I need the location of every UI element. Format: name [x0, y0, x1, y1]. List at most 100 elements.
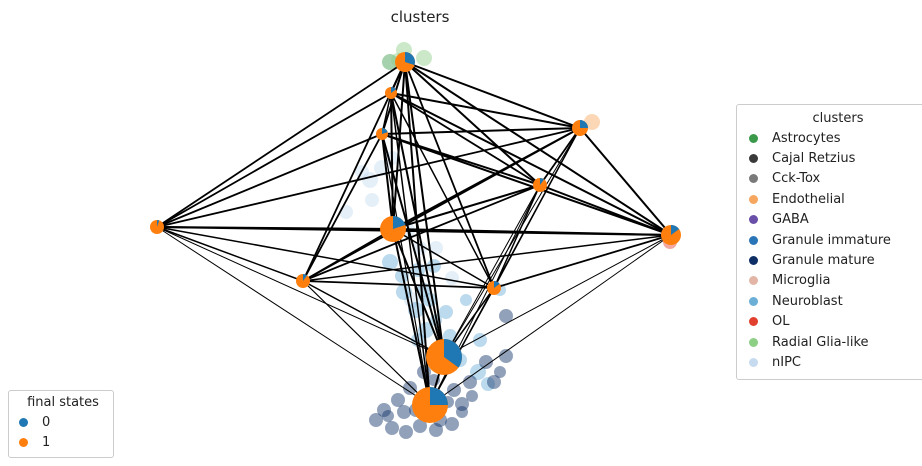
- cluster-node: [385, 87, 397, 99]
- graph-edge: [156, 226, 431, 406]
- graph-edge: [302, 184, 541, 282]
- clusters-legend-label: OL: [772, 314, 790, 330]
- cell-point: [479, 355, 493, 369]
- graph-edge: [390, 92, 672, 236]
- graph-edge: [156, 226, 445, 358]
- graph-edge: [390, 92, 394, 230]
- cluster-node: [572, 120, 588, 136]
- graph-edge: [381, 133, 431, 406]
- clusters-legend-label: Granule immature: [772, 232, 891, 248]
- clusters-legend-label: nIPC: [772, 354, 801, 370]
- node-state-0-slice: [430, 387, 448, 405]
- graph-edge: [404, 61, 495, 289]
- graph-edge: [156, 61, 406, 228]
- cell-point: [397, 405, 411, 419]
- cell-point: [418, 322, 434, 338]
- cell-point: [429, 423, 443, 437]
- graph-edge: [381, 127, 581, 135]
- graph-edge: [404, 61, 445, 358]
- cell-point: [416, 50, 432, 66]
- cell-point: [487, 375, 501, 389]
- states-legend-label: 1: [42, 435, 51, 451]
- cluster-node: [395, 52, 415, 72]
- node-state-0-slice: [444, 339, 463, 368]
- graph-edge: [156, 92, 392, 228]
- clusters-legend-item: Astrocytes: [749, 128, 922, 148]
- clusters-legend-item: Radial Glia-like: [749, 332, 922, 352]
- graph-edge: [392, 61, 406, 230]
- states-legend-swatch: [19, 438, 28, 448]
- graph-edge: [302, 127, 581, 282]
- cluster-nodes: [150, 52, 681, 423]
- final-states-legend: final states 0 1: [8, 390, 114, 458]
- graph-edge: [404, 61, 581, 129]
- cell-point: [382, 254, 398, 270]
- cell-point: [369, 413, 383, 427]
- clusters-legend-label: Radial Glia-like: [772, 334, 869, 350]
- cluster-node: [487, 281, 501, 295]
- graph-edge: [390, 92, 541, 186]
- clusters-legend-swatch: [749, 276, 758, 286]
- cell-point: [382, 54, 398, 70]
- clusters-legend-label: Neuroblast: [772, 293, 843, 309]
- final-states-legend-title: final states: [27, 395, 99, 410]
- states-legend-label: 0: [42, 414, 51, 430]
- graph-edge: [302, 280, 445, 358]
- graph-edge: [302, 61, 406, 282]
- graph-edge: [443, 234, 672, 358]
- clusters-legend-label: Granule mature: [772, 253, 875, 269]
- graph-edge: [156, 226, 304, 282]
- clusters-legend-label: Endothelial: [772, 191, 845, 207]
- graph-edge: [429, 234, 672, 406]
- clusters-legend-swatch: [749, 357, 758, 367]
- cell-point: [447, 383, 461, 397]
- clusters-legend-item: Granule immature: [749, 230, 922, 250]
- clusters-legend-item: Neuroblast: [749, 291, 922, 311]
- clusters-legend-title: clusters: [812, 111, 864, 126]
- cell-point: [439, 305, 453, 319]
- cell-point: [399, 425, 413, 439]
- clusters-legend-swatch: [749, 296, 758, 306]
- node-state-0-slice: [671, 225, 680, 235]
- cell-point: [445, 271, 459, 285]
- clusters-legend-item: Microglia: [749, 271, 922, 291]
- graph-edge: [381, 133, 672, 236]
- plot-title: clusters: [391, 8, 450, 26]
- cluster-node: [380, 216, 406, 242]
- cell-point: [455, 397, 469, 411]
- clusters-legend-item: Cajal Retzius: [749, 148, 922, 168]
- clusters-legend-item: nIPC: [749, 352, 922, 372]
- cell-point: [413, 419, 427, 433]
- cell-point: [391, 393, 405, 407]
- cell-point: [445, 417, 459, 431]
- clusters-legend-swatch: [749, 174, 758, 184]
- graph-edge: [156, 133, 383, 228]
- graph-edge: [493, 234, 672, 289]
- node-state-0-slice: [540, 178, 545, 185]
- graph-edge: [392, 228, 495, 289]
- graph-edge: [579, 127, 672, 236]
- node-state-0-slice: [393, 216, 406, 229]
- clusters-legend-swatch: [749, 215, 758, 225]
- clusters-legend-item: OL: [749, 312, 922, 332]
- graph-edge: [381, 92, 392, 135]
- graph-edge: [390, 92, 445, 358]
- cell-point: [494, 366, 506, 378]
- graph-edge: [404, 61, 672, 236]
- cell-point: [403, 381, 417, 395]
- clusters-legend-label: Cck-Tox: [772, 171, 821, 187]
- node-state-0-slice: [157, 220, 160, 227]
- clusters-legend: clusters Astrocytes Cajal Retzius Cck-Tox E…: [736, 104, 922, 380]
- graph-edge: [443, 127, 581, 358]
- node-state-0-slice: [303, 274, 308, 281]
- cell-point: [584, 114, 600, 130]
- graph-edge: [156, 226, 495, 289]
- node-state-0-slice: [382, 128, 388, 134]
- graph-edge: [392, 228, 431, 406]
- states-legend-swatch: [19, 417, 28, 427]
- node-state-0-slice: [580, 120, 588, 128]
- graph-edge: [539, 184, 672, 236]
- node-state-0-slice: [405, 52, 415, 66]
- clusters-legend-label: Microglia: [772, 273, 831, 289]
